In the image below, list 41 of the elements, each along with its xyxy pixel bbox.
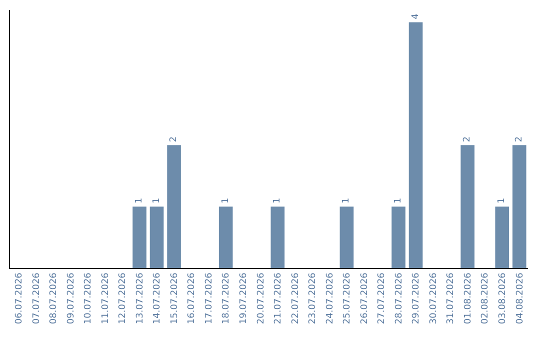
x-tick-label: 19.07.2026	[239, 272, 250, 324]
x-tick-label: 27.07.2026	[377, 272, 388, 324]
data-label: 2	[462, 136, 473, 142]
x-tick-label: 12.07.2026	[118, 272, 128, 324]
data-label: 4	[410, 13, 421, 20]
x-tick-label: 08.07.2026	[49, 272, 60, 324]
x-tick-label: 22.07.2026	[290, 272, 301, 324]
x-tick-label: 21.07.2026	[274, 272, 284, 324]
x-tick-label: 18.07.2026	[222, 272, 232, 324]
x-tick-label: 28.07.2026	[394, 272, 404, 324]
x-tick-label: 02.08.2026	[480, 272, 491, 324]
data-label: 1	[220, 198, 231, 204]
x-tick-label: 03.08.2026	[498, 272, 508, 324]
x-tick-label: 04.08.2026	[515, 272, 526, 324]
x-tick-label: 17.07.2026	[204, 272, 214, 324]
x-tick-label: 09.07.2026	[66, 272, 76, 324]
x-tick-label: 16.07.2026	[187, 272, 198, 324]
x-tick-label: 15.07.2026	[170, 272, 180, 324]
data-label: 1	[342, 198, 352, 204]
x-tick-label: 25.07.2026	[342, 272, 353, 324]
x-tick-label: 01.08.2026	[463, 272, 474, 324]
x-tick-label: 23.07.2026	[308, 272, 318, 324]
x-tick-label: 24.07.2026	[325, 272, 336, 324]
x-tick-label: 30.07.2026	[428, 272, 439, 324]
data-label: 1	[272, 198, 283, 204]
data-label: 1	[394, 198, 404, 204]
data-label: 1	[152, 198, 162, 204]
x-tick-label: 20.07.2026	[256, 272, 266, 324]
data-label: 2	[514, 136, 524, 142]
x-tick-label: 31.07.2026	[446, 272, 456, 324]
x-tick-label: 13.07.2026	[135, 272, 146, 324]
x-tick-label: 10.07.2026	[84, 272, 94, 324]
data-label: 1	[497, 198, 508, 204]
x-tick-label: 07.07.2026	[32, 272, 42, 324]
x-tick-label: 29.07.2026	[412, 272, 422, 324]
data-label: 2	[169, 136, 180, 142]
data-label: 1	[134, 198, 144, 204]
x-tick-label: 11.07.2026	[100, 272, 111, 324]
x-tick-label: 26.07.2026	[360, 272, 370, 324]
x-tick-label: 06.07.2026	[14, 272, 25, 324]
x-tick-label: 14.07.2026	[152, 272, 163, 324]
